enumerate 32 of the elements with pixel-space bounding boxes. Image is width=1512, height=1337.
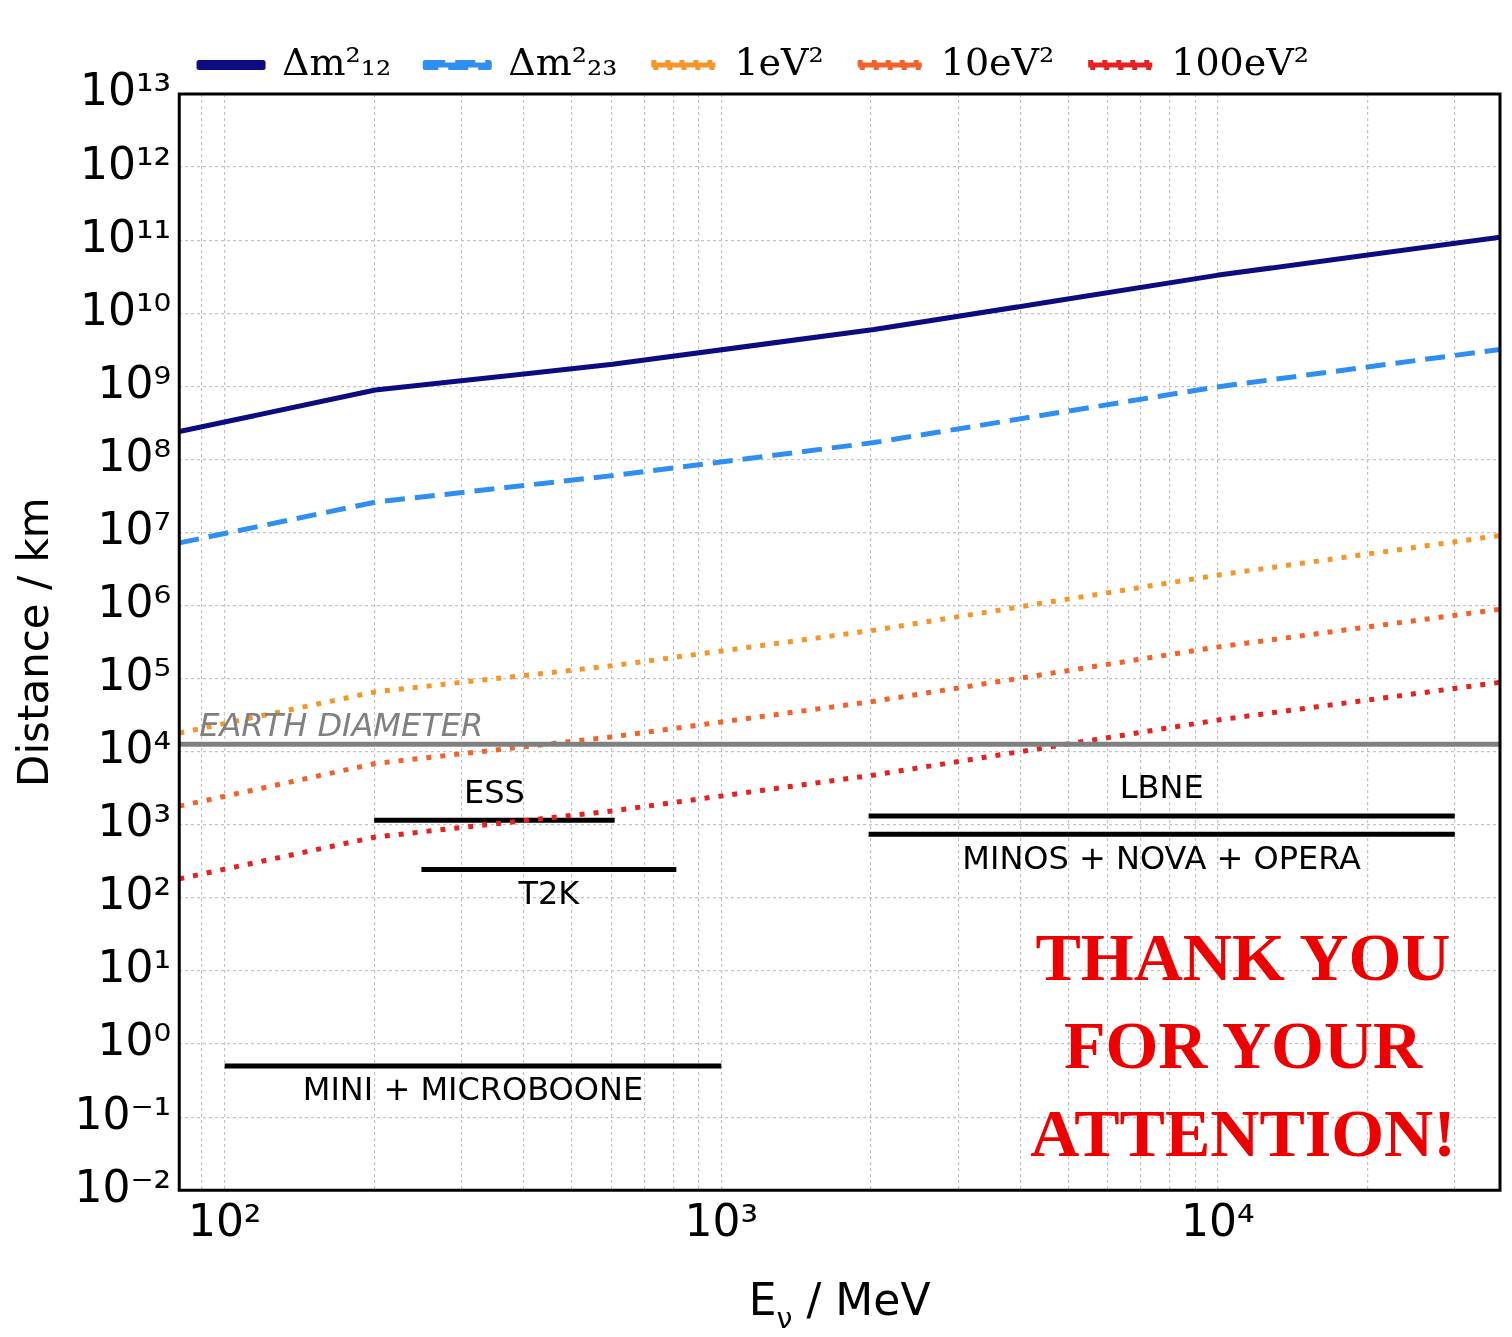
legend-label: 10eV²: [940, 39, 1055, 84]
y-tick-label: 10¹²: [79, 137, 172, 189]
y-tick-label: 10¹¹: [79, 210, 172, 262]
y-tick-label: 10³: [97, 795, 172, 847]
series-label: ESS: [464, 772, 525, 811]
series-label: T2K: [517, 873, 581, 912]
y-tick-label: 10⁰: [97, 1014, 172, 1066]
legend-label: 1eV²: [734, 39, 824, 84]
y-tick-label: 10¹⁰: [79, 283, 172, 335]
y-tick-label: 10⁷: [97, 502, 172, 554]
ref-line-label: EARTH DIAMETER: [199, 706, 484, 745]
series-label: MINI + MICROBOONE: [302, 1070, 644, 1109]
y-tick-label: 10⁶: [97, 576, 172, 627]
series-label: MINOS + NOVA + OPERA: [962, 838, 1362, 877]
legend-label: 100eV²: [1171, 39, 1309, 84]
y-tick-label: 10⁻²: [74, 1160, 172, 1212]
y-tick-label: 10²: [97, 868, 172, 920]
x-tick-label: 10³: [684, 1195, 759, 1247]
y-tick-label: 10⁵: [97, 649, 172, 701]
legend-label: Δm²₁₂: [282, 39, 392, 84]
y-tick-label: 10⁸: [97, 429, 172, 481]
series-label: LBNE: [1119, 768, 1204, 807]
y-tick-label: 10⁻¹: [74, 1087, 172, 1139]
y-tick-label: 10⁴: [97, 722, 172, 774]
y-axis-title: Distance / km: [9, 497, 59, 787]
legend-label: Δm²₂₃: [508, 39, 618, 84]
y-tick-label: 10¹: [97, 941, 172, 993]
annotation: THANK YOU FOR YOUR ATTENTION!: [1029, 918, 1457, 1173]
x-tick-label: 10⁴: [1181, 1195, 1255, 1247]
x-tick-label: 10²: [187, 1195, 262, 1247]
y-tick-label: 10⁹: [97, 356, 172, 408]
y-tick-label: 10¹³: [79, 64, 172, 116]
